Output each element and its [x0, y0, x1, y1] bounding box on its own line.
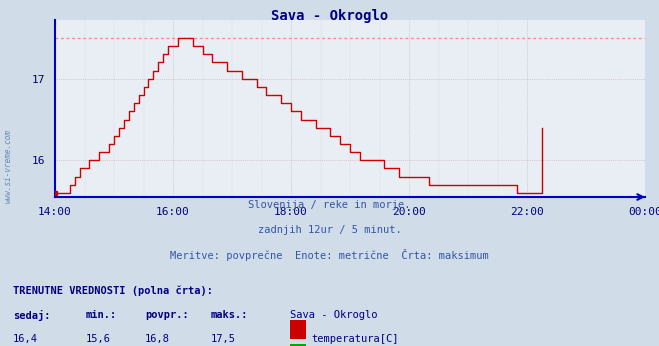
Text: zadnjih 12ur / 5 minut.: zadnjih 12ur / 5 minut.: [258, 225, 401, 235]
Text: 16,8: 16,8: [145, 334, 170, 344]
Text: 16,4: 16,4: [13, 334, 38, 344]
Text: Meritve: povprečne  Enote: metrične  Črta: maksimum: Meritve: povprečne Enote: metrične Črta:…: [170, 249, 489, 261]
Text: 15,6: 15,6: [86, 334, 111, 344]
Text: povpr.:: povpr.:: [145, 310, 188, 320]
Text: Slovenija / reke in morje.: Slovenija / reke in morje.: [248, 200, 411, 210]
Text: 17,5: 17,5: [211, 334, 236, 344]
Text: Sava - Okroglo: Sava - Okroglo: [290, 310, 378, 320]
Text: www.si-vreme.com: www.si-vreme.com: [3, 129, 13, 203]
Text: TRENUTNE VREDNOSTI (polna črta):: TRENUTNE VREDNOSTI (polna črta):: [13, 285, 213, 296]
Text: sedaj:: sedaj:: [13, 310, 51, 321]
Text: min.:: min.:: [86, 310, 117, 320]
Text: Sava - Okroglo: Sava - Okroglo: [271, 9, 388, 22]
Text: temperatura[C]: temperatura[C]: [311, 334, 399, 344]
Text: maks.:: maks.:: [211, 310, 248, 320]
